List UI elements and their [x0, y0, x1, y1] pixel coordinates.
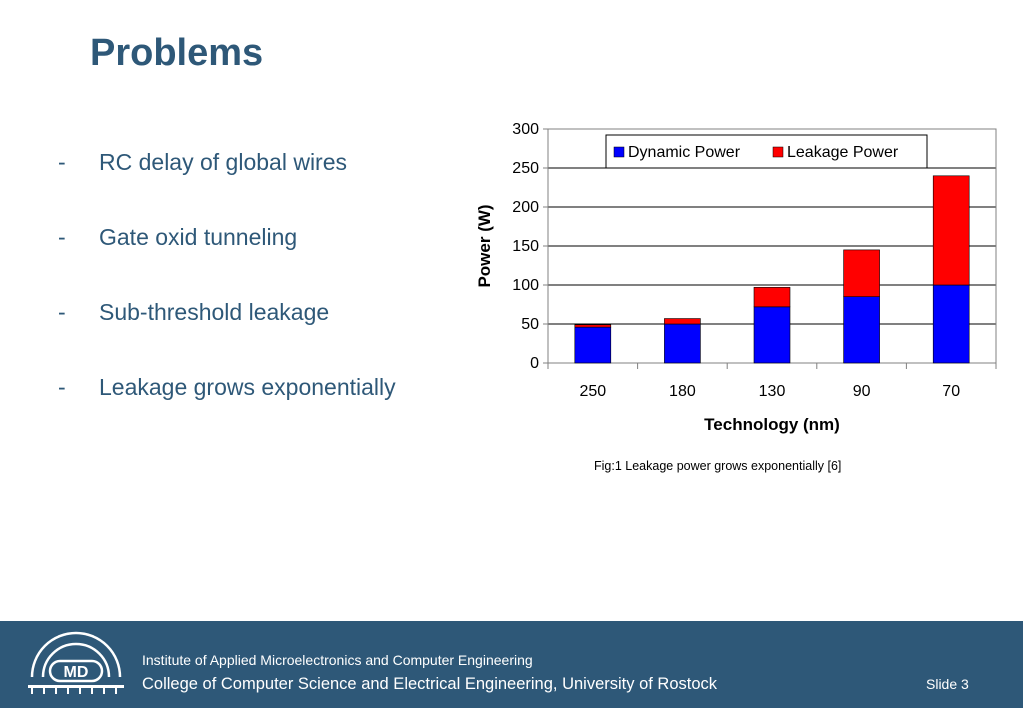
bullet-text: Leakage grows exponentially	[99, 374, 396, 400]
chart-bars	[574, 175, 970, 364]
y-axis-ticks: 0 50 100 150 200 250 300	[512, 121, 548, 372]
chart-legend: Dynamic Power Leakage Power	[605, 134, 928, 169]
bullet-text: RC delay of global wires	[99, 149, 348, 175]
x-tick-label: 90	[853, 383, 871, 400]
bar-dynamic-power-250	[574, 326, 612, 364]
legend-swatch-leakage-power	[772, 146, 784, 158]
bar-dynamic-power-130	[753, 306, 791, 364]
bullet-dash: -	[58, 149, 66, 175]
x-axis-title: Technology (nm)	[704, 415, 840, 434]
bullet-text: Gate oxid tunneling	[99, 224, 298, 250]
bullet-dash: -	[58, 299, 66, 325]
college-name: College of Computer Science and Electric…	[142, 675, 718, 693]
x-tick-label: 130	[759, 383, 786, 400]
bar-leakage-power-70	[932, 175, 970, 286]
bar-leakage-power-250	[574, 324, 612, 328]
x-tick-label: 180	[669, 383, 696, 400]
institute-name: Institute of Applied Microelectronics an…	[142, 652, 533, 668]
legend-box	[605, 134, 928, 169]
bullet-text: Sub-threshold leakage	[99, 299, 330, 325]
y-tick-label: 200	[512, 199, 539, 216]
y-tick-label: 300	[512, 121, 539, 138]
slide-title: Problems	[90, 32, 264, 74]
y-tick-label: 250	[512, 160, 539, 177]
bar-leakage-power-130	[753, 287, 791, 308]
y-tick-label: 150	[512, 238, 539, 255]
x-tick-label: 70	[942, 383, 960, 400]
bullet-dash: -	[58, 224, 66, 250]
y-tick-label: 0	[530, 355, 539, 372]
footer-bar: MD Institute of Applied Microelectronics…	[0, 621, 1023, 708]
bar-leakage-power-180	[664, 318, 701, 325]
figure-caption: Fig:1 Leakage power grows exponentially …	[594, 459, 842, 473]
md-logo-icon: MD	[28, 631, 124, 694]
bar-leakage-power-90	[843, 249, 880, 297]
legend-label-leakage-power: Leakage Power	[787, 144, 899, 161]
y-axis-title: Power (W)	[475, 204, 494, 287]
bar-dynamic-power-90	[843, 296, 880, 364]
legend-label-dynamic-power: Dynamic Power	[628, 144, 741, 161]
legend-swatch-dynamic-power	[613, 146, 625, 158]
bar-dynamic-power-180	[664, 323, 701, 364]
x-tick-label: 250	[579, 383, 606, 400]
slide-number: Slide 3	[926, 676, 969, 692]
bullet-dash: -	[58, 374, 66, 400]
stacked-bar-chart: 0 50 100 150 200 250 300 250 180 130 90 70 Power (…	[475, 121, 997, 434]
logo-text: MD	[64, 664, 89, 681]
y-tick-label: 100	[512, 277, 539, 294]
y-tick-label: 50	[521, 316, 539, 333]
x-axis-ticks: 250 180 130 90 70	[547, 363, 997, 400]
bar-dynamic-power-70	[932, 284, 970, 364]
